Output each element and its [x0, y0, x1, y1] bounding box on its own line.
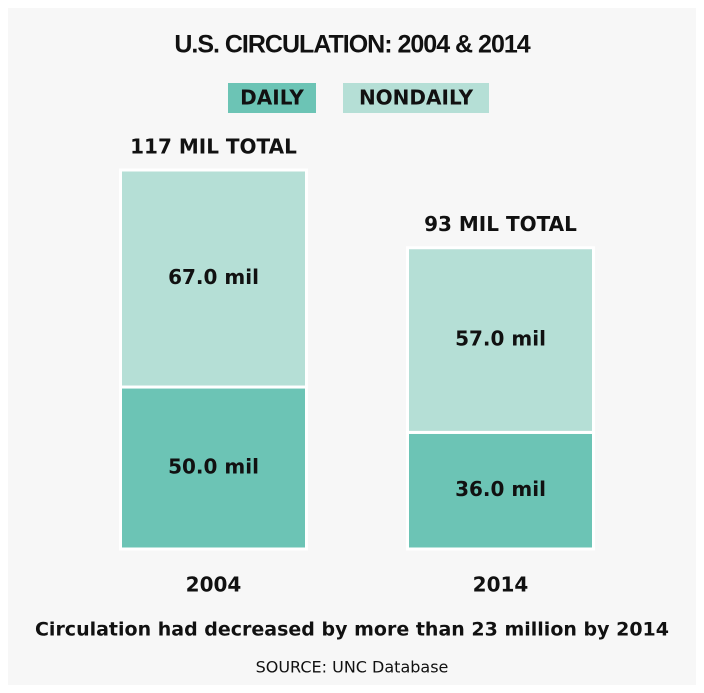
value-label: 67.0 mil [168, 265, 259, 289]
bar-segment [119, 385, 308, 551]
caption: Circulation had decreased by more than 2… [35, 619, 669, 641]
legend-swatch [228, 83, 316, 113]
total-label: 93 MIL TOTAL [424, 212, 577, 236]
total-label: 117 MIL TOTAL [130, 135, 297, 159]
value-label: 50.0 mil [168, 455, 259, 479]
bar-segment [406, 246, 595, 434]
chart-title: U.S. CIRCULATION: 2004 & 2014 [174, 31, 530, 59]
legend-label: NONDAILY [359, 86, 474, 110]
value-label: 36.0 mil [455, 477, 546, 501]
x-tick-label: 2014 [473, 573, 529, 597]
source: SOURCE: UNC Database [256, 658, 449, 677]
x-tick-label: 2004 [186, 573, 242, 597]
legend-swatch [343, 83, 489, 113]
legend-label: DAILY [240, 86, 304, 110]
value-label: 57.0 mil [455, 327, 546, 351]
bar-segment [119, 168, 308, 389]
